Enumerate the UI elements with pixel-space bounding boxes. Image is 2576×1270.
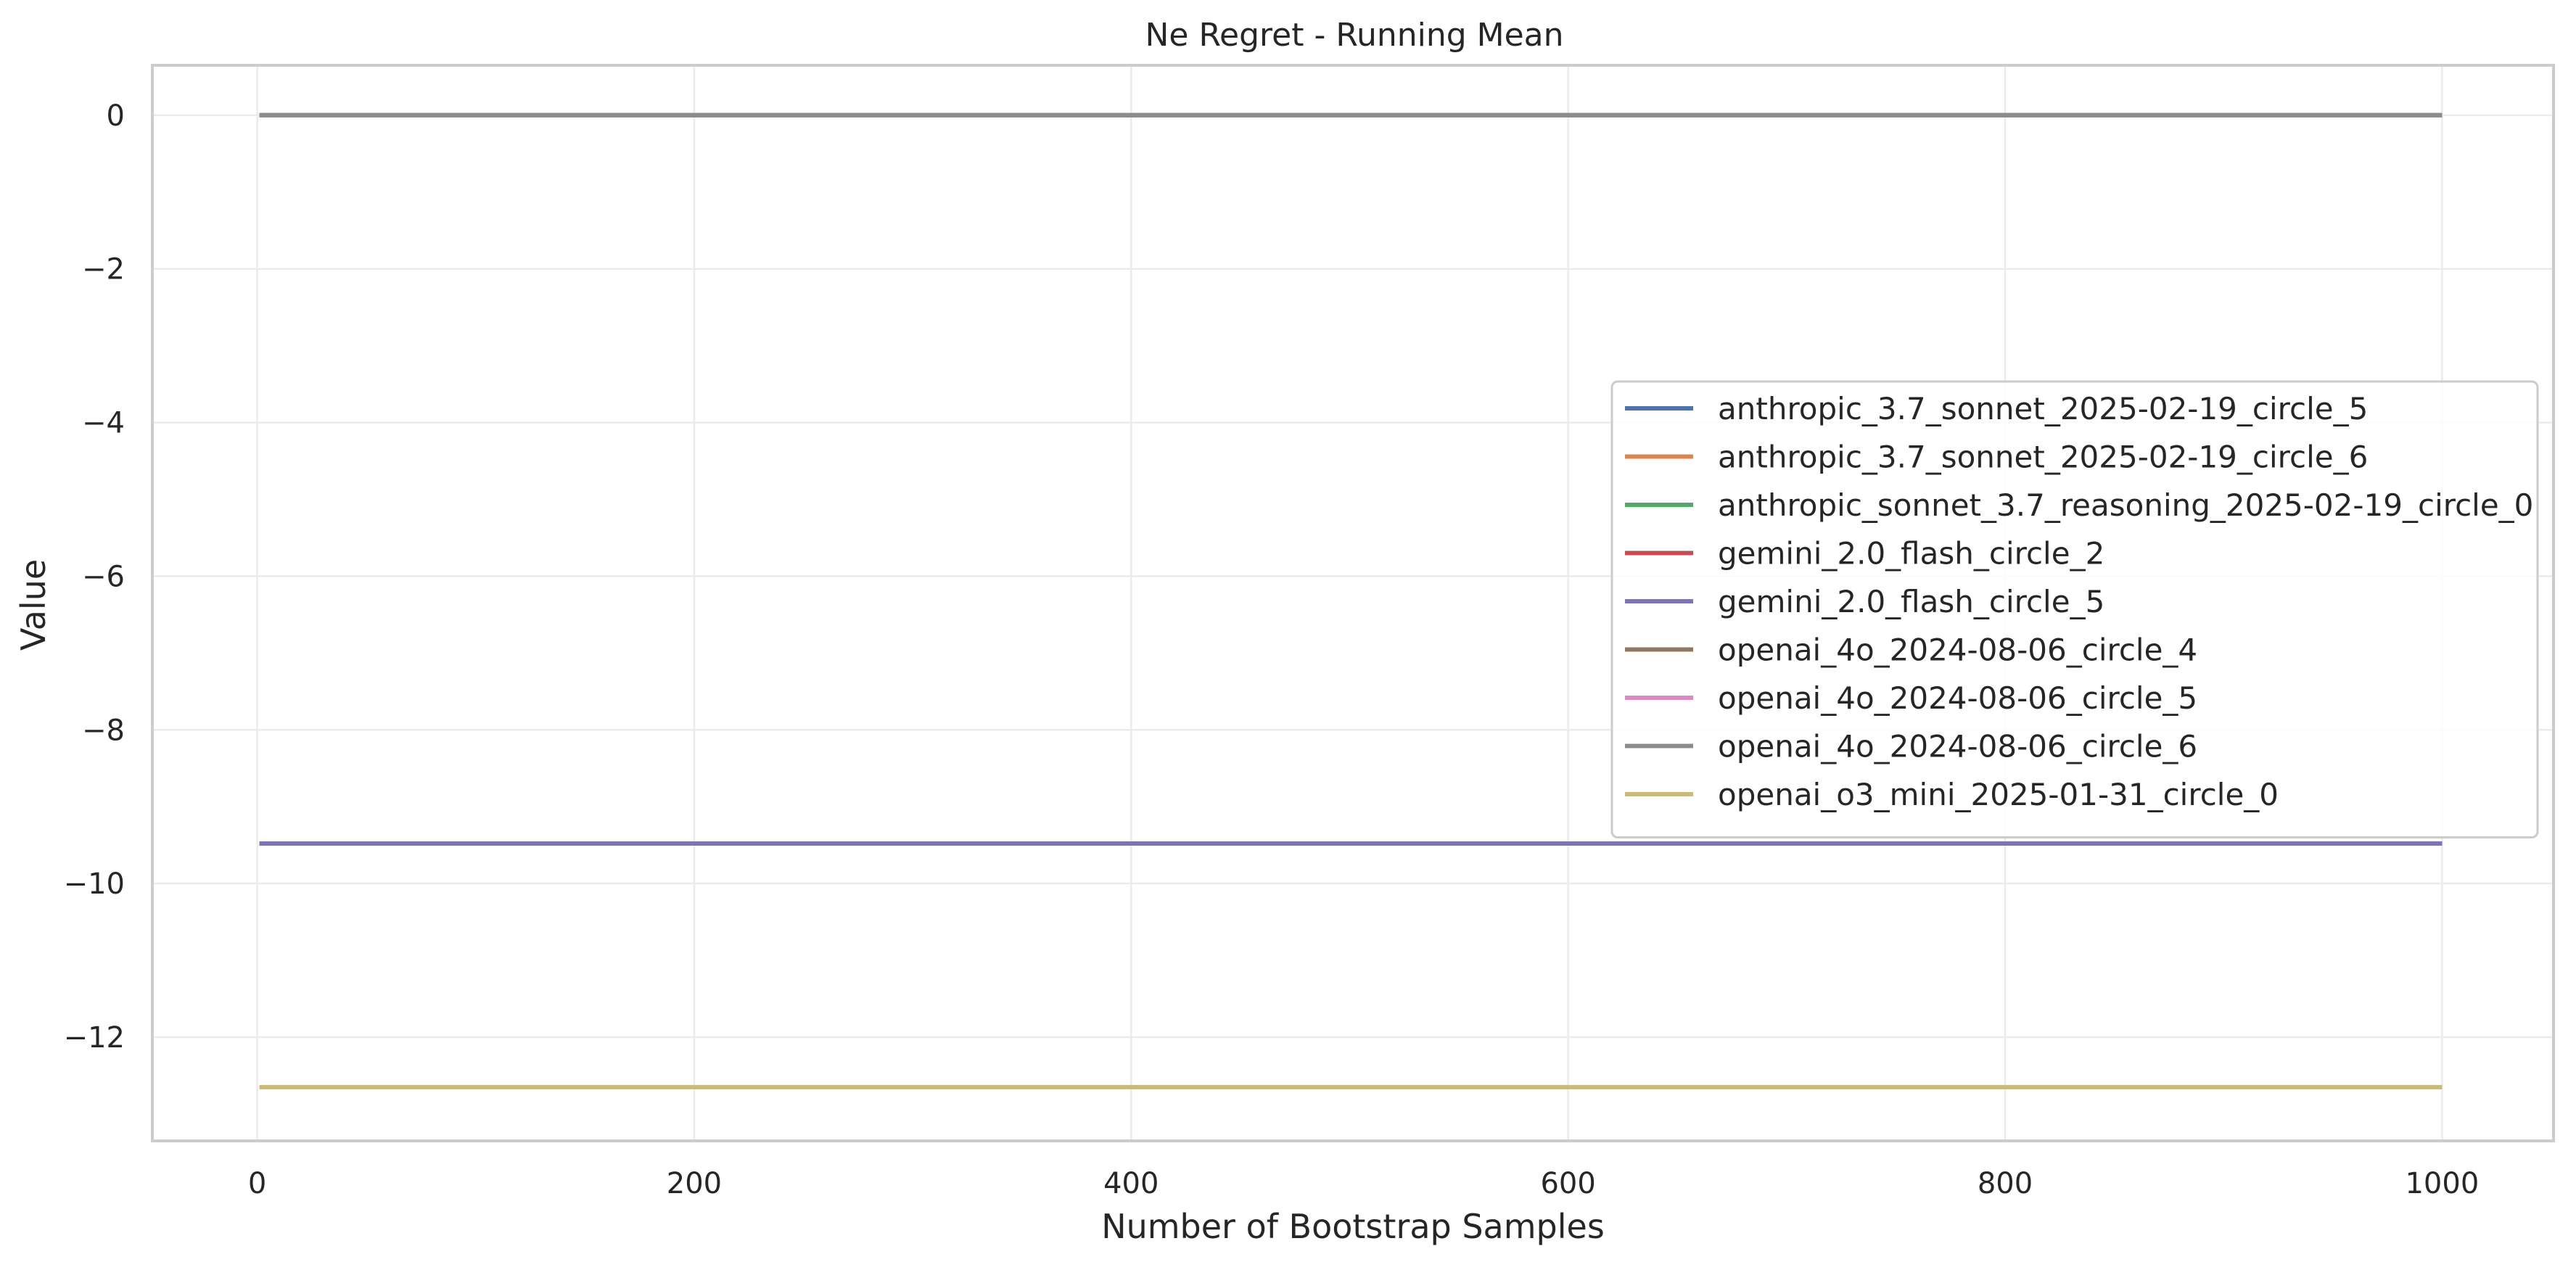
legend-label: gemini_2.0_flash_circle_2 xyxy=(1718,536,2104,572)
series-lines xyxy=(259,112,2443,1089)
x-tick-label: 800 xyxy=(1978,1167,2033,1200)
legend: anthropic_3.7_sonnet_2025-02-19_circle_5… xyxy=(1610,380,2539,838)
x-tick-label: 200 xyxy=(667,1167,722,1200)
y-tick-label: −4 xyxy=(82,407,125,440)
y-tick-label: −10 xyxy=(64,867,125,901)
x-tick-label: 0 xyxy=(248,1167,266,1200)
legend-label: openai_4o_2024-08-06_circle_4 xyxy=(1718,632,2197,668)
legend-label: anthropic_sonnet_3.7_reasoning_2025-02-1… xyxy=(1718,487,2533,523)
y-tick-label: −6 xyxy=(82,560,125,593)
y-tick-label: −8 xyxy=(82,714,125,747)
legend-label: gemini_2.0_flash_circle_5 xyxy=(1718,584,2104,619)
legend-label: anthropic_3.7_sonnet_2025-02-19_circle_5 xyxy=(1718,391,2368,426)
y-axis-ticks: 0 −2 −4 −6 −8 −10 −12 xyxy=(64,99,125,1055)
legend-label: openai_o3_mini_2025-01-31_circle_0 xyxy=(1718,777,2279,812)
x-axis-label: Number of Bootstrap Samples xyxy=(1101,1207,1605,1246)
x-tick-label: 1000 xyxy=(2405,1167,2479,1200)
legend-label: openai_4o_2024-08-06_circle_5 xyxy=(1718,680,2197,716)
x-axis-ticks: 0 200 400 600 800 1000 xyxy=(248,1167,2479,1200)
x-tick-label: 400 xyxy=(1103,1167,1159,1200)
legend-label: openai_4o_2024-08-06_circle_6 xyxy=(1718,729,2197,764)
plot-frame xyxy=(151,64,2555,1142)
y-axis-label: Value xyxy=(14,559,53,651)
y-tick-label: 0 xyxy=(107,99,125,133)
legend-box xyxy=(1610,380,2539,838)
y-tick-label: −12 xyxy=(64,1021,125,1055)
legend-label: anthropic_3.7_sonnet_2025-02-19_circle_6 xyxy=(1718,440,2368,475)
chart-title: Ne Regret - Running Mean xyxy=(1145,17,1563,54)
y-tick-label: −2 xyxy=(82,253,125,286)
x-tick-label: 600 xyxy=(1540,1167,1595,1200)
